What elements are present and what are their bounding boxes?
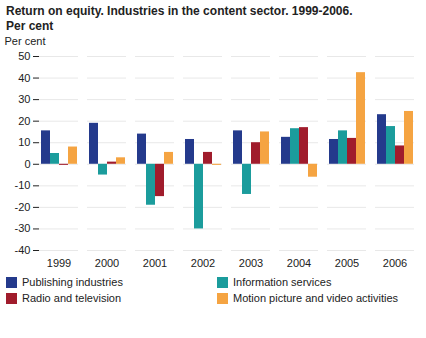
html-text:Return on equity. Industries i: Return on equity. Industries in the cont… xyxy=(6,4,353,18)
svg-text:2002: 2002 xyxy=(191,257,215,269)
svg-text:10: 10 xyxy=(18,136,30,148)
svg-text:0: 0 xyxy=(24,158,30,170)
svg-text:40: 40 xyxy=(18,72,30,84)
svg-text:2005: 2005 xyxy=(335,257,359,269)
svg-text:-30: -30 xyxy=(15,222,31,234)
svg-text:-20: -20 xyxy=(15,201,31,213)
svg-text:30: 30 xyxy=(18,93,30,105)
svg-text:2004: 2004 xyxy=(287,257,311,269)
html-text:Publishing industries: Publishing industries xyxy=(22,276,123,288)
html-text:Radio and television: Radio and television xyxy=(22,292,122,304)
svg-text:-10: -10 xyxy=(15,179,31,191)
svg-text:20: 20 xyxy=(18,115,30,127)
svg-text:2001: 2001 xyxy=(143,257,167,269)
svg-text:Per cent: Per cent xyxy=(5,35,46,47)
svg-text:2006: 2006 xyxy=(383,257,407,269)
html-text:Per cent: Per cent xyxy=(6,19,54,33)
svg-text:-40: -40 xyxy=(15,244,31,256)
svg-text:1999: 1999 xyxy=(47,257,71,269)
svg-text:2000: 2000 xyxy=(95,257,119,269)
html-text:Motion picture and video activ: Motion picture and video activities xyxy=(233,292,399,304)
svg-text:2003: 2003 xyxy=(239,257,263,269)
svg-text:50: 50 xyxy=(18,50,30,62)
html-text:Information services: Information services xyxy=(233,276,332,288)
